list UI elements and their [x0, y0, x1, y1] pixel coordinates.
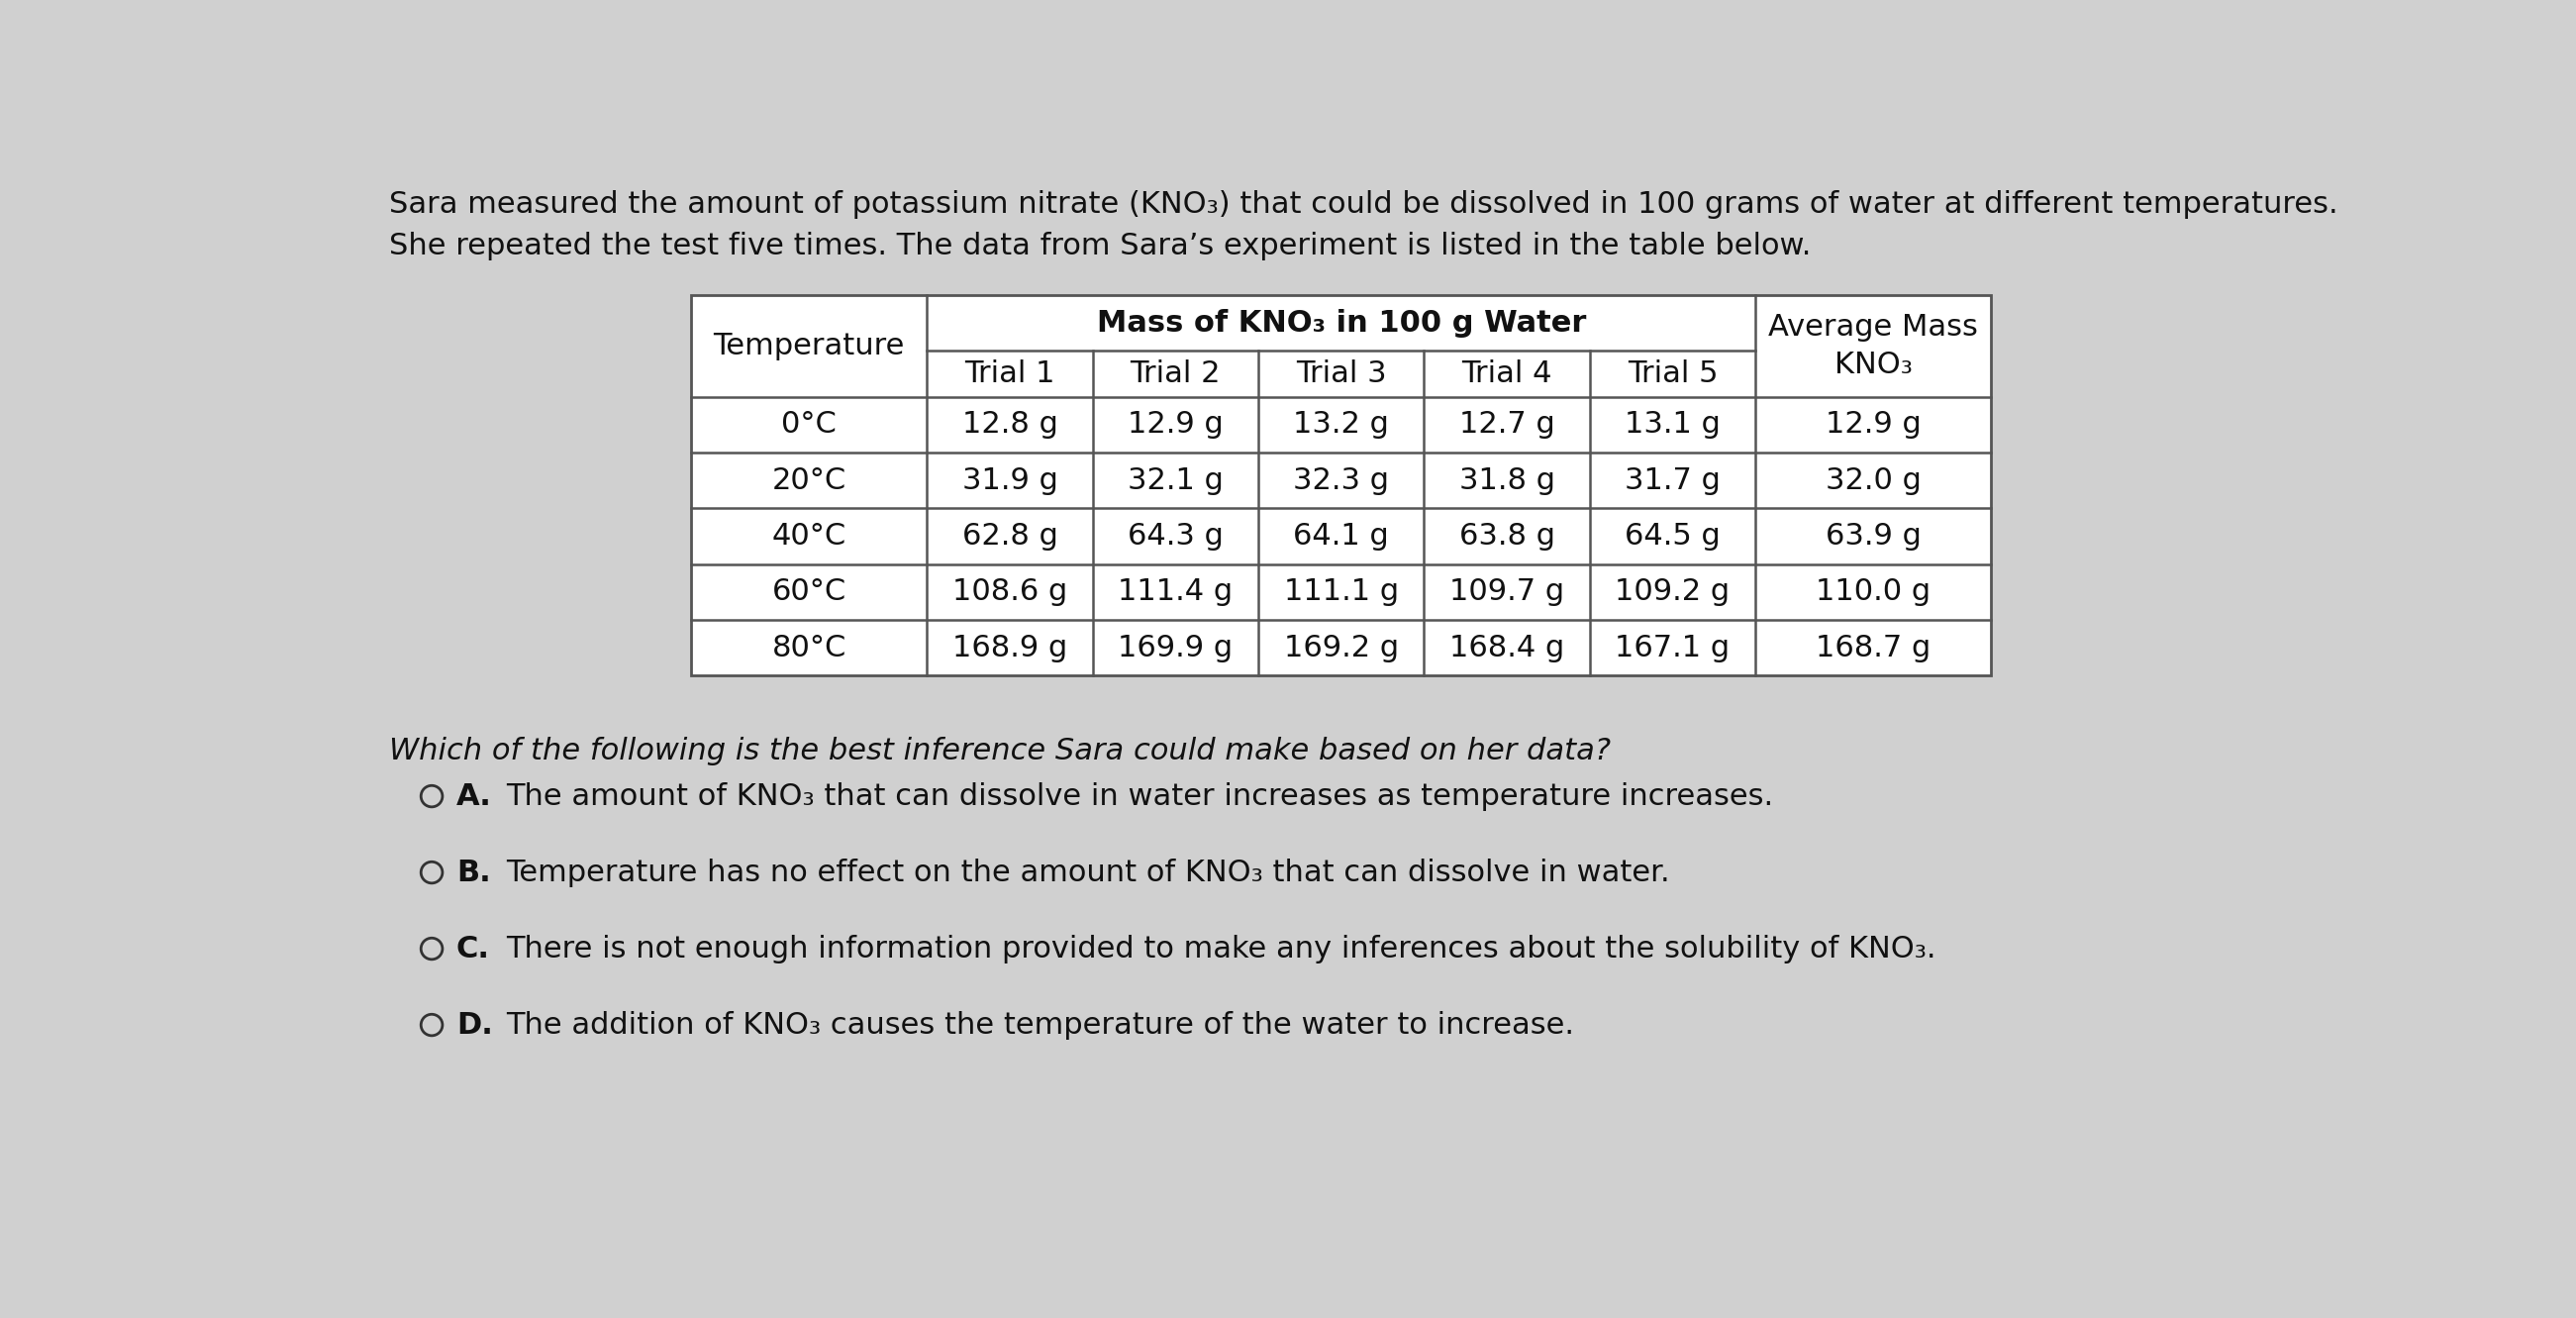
Text: 167.1 g: 167.1 g	[1615, 634, 1731, 662]
Text: 169.9 g: 169.9 g	[1118, 634, 1234, 662]
Text: The amount of KNO₃ that can dissolve in water increases as temperature increases: The amount of KNO₃ that can dissolve in …	[505, 782, 1772, 811]
Text: 12.7 g: 12.7 g	[1458, 410, 1556, 439]
Text: 108.6 g: 108.6 g	[953, 577, 1066, 606]
Text: 0°C: 0°C	[781, 410, 837, 439]
Text: 20°C: 20°C	[773, 467, 848, 494]
Text: 64.3 g: 64.3 g	[1128, 522, 1224, 551]
Text: There is not enough information provided to make any inferences about the solubi: There is not enough information provided…	[505, 934, 1937, 963]
Text: 168.4 g: 168.4 g	[1450, 634, 1564, 662]
Text: 12.8 g: 12.8 g	[961, 410, 1059, 439]
Text: Trial 3: Trial 3	[1296, 360, 1386, 389]
Text: 169.2 g: 169.2 g	[1283, 634, 1399, 662]
Text: A.: A.	[456, 782, 492, 811]
Text: 12.9 g: 12.9 g	[1128, 410, 1224, 439]
Text: Which of the following is the best inference Sara could make based on her data?: Which of the following is the best infer…	[389, 737, 1613, 766]
Text: 31.7 g: 31.7 g	[1625, 467, 1721, 494]
Text: 31.9 g: 31.9 g	[961, 467, 1059, 494]
Text: Trial 4: Trial 4	[1461, 360, 1553, 389]
Text: 110.0 g: 110.0 g	[1816, 577, 1929, 606]
Text: 12.9 g: 12.9 g	[1826, 410, 1922, 439]
Text: Trial 1: Trial 1	[963, 360, 1056, 389]
Text: 109.2 g: 109.2 g	[1615, 577, 1731, 606]
Text: 32.1 g: 32.1 g	[1128, 467, 1224, 494]
Text: Average Mass
KNO₃: Average Mass KNO₃	[1767, 312, 1978, 380]
Text: 111.1 g: 111.1 g	[1283, 577, 1399, 606]
Text: 64.1 g: 64.1 g	[1293, 522, 1388, 551]
Text: 40°C: 40°C	[773, 522, 848, 551]
Text: 62.8 g: 62.8 g	[961, 522, 1059, 551]
Text: 31.8 g: 31.8 g	[1458, 467, 1556, 494]
Text: C.: C.	[456, 934, 489, 963]
Text: 168.9 g: 168.9 g	[953, 634, 1066, 662]
Text: She repeated the test five times. The data from Sara’s experiment is listed in t: She repeated the test five times. The da…	[389, 232, 1811, 261]
Text: 60°C: 60°C	[773, 577, 848, 606]
Text: 109.7 g: 109.7 g	[1450, 577, 1564, 606]
Text: 168.7 g: 168.7 g	[1816, 634, 1932, 662]
Text: 63.8 g: 63.8 g	[1458, 522, 1556, 551]
Text: 13.2 g: 13.2 g	[1293, 410, 1388, 439]
Text: Mass of KNO₃ in 100 g Water: Mass of KNO₃ in 100 g Water	[1097, 308, 1587, 337]
Text: 13.1 g: 13.1 g	[1625, 410, 1721, 439]
Text: 111.4 g: 111.4 g	[1118, 577, 1234, 606]
Text: Trial 2: Trial 2	[1131, 360, 1221, 389]
Text: D.: D.	[456, 1011, 492, 1040]
Text: The addition of KNO₃ causes the temperature of the water to increase.: The addition of KNO₃ causes the temperat…	[505, 1011, 1574, 1040]
Text: Temperature has no effect on the amount of KNO₃ that can dissolve in water.: Temperature has no effect on the amount …	[505, 858, 1669, 887]
Text: Trial 5: Trial 5	[1628, 360, 1718, 389]
Text: B.: B.	[456, 858, 489, 887]
Text: Sara measured the amount of potassium nitrate (KNO₃) that could be dissolved in : Sara measured the amount of potassium ni…	[389, 190, 2339, 219]
Text: 32.3 g: 32.3 g	[1293, 467, 1388, 494]
Text: 80°C: 80°C	[773, 634, 848, 662]
Text: 64.5 g: 64.5 g	[1625, 522, 1721, 551]
Text: 32.0 g: 32.0 g	[1826, 467, 1922, 494]
Text: Temperature: Temperature	[714, 332, 904, 360]
Bar	[690, 295, 1991, 676]
Text: 63.9 g: 63.9 g	[1826, 522, 1922, 551]
